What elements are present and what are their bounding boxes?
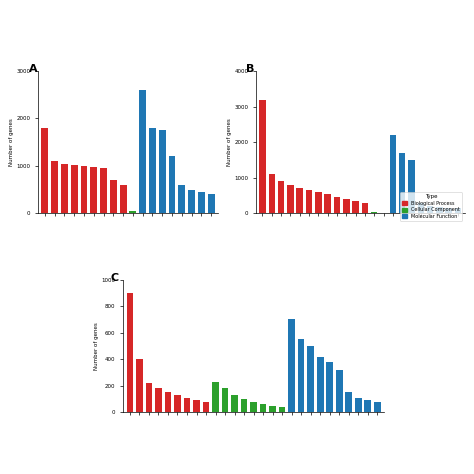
Bar <box>343 199 349 213</box>
Bar <box>208 194 215 213</box>
Bar <box>119 185 127 213</box>
Bar <box>317 356 324 412</box>
Bar <box>287 185 294 213</box>
Bar <box>127 293 133 412</box>
Bar <box>455 208 461 213</box>
Bar <box>149 128 156 213</box>
Bar <box>260 404 266 412</box>
Text: A: A <box>29 64 37 74</box>
Bar <box>390 135 396 213</box>
Bar <box>279 407 285 412</box>
Bar <box>259 100 266 213</box>
Bar <box>250 402 257 412</box>
Y-axis label: Number of genes: Number of genes <box>9 118 13 166</box>
Bar <box>71 165 78 213</box>
Bar <box>241 399 247 412</box>
Bar <box>315 192 321 213</box>
Bar <box>136 359 143 412</box>
Bar <box>139 90 146 213</box>
Bar <box>278 181 284 213</box>
Bar <box>81 166 87 213</box>
Bar <box>61 164 68 213</box>
Bar <box>346 392 352 412</box>
Bar <box>164 392 171 412</box>
Bar <box>222 389 228 412</box>
Bar <box>203 402 210 412</box>
Bar <box>336 370 343 412</box>
Bar <box>169 156 175 213</box>
Bar <box>296 188 303 213</box>
Bar <box>129 211 137 213</box>
Y-axis label: Number of genes: Number of genes <box>227 118 231 166</box>
Bar <box>288 319 295 412</box>
Bar <box>399 153 405 213</box>
Bar <box>436 207 443 213</box>
Legend: Biological Process, Cellular Component, Molecular Function: Biological Process, Cellular Component, … <box>400 192 462 221</box>
Bar <box>193 401 200 412</box>
Bar <box>212 382 219 412</box>
Bar <box>269 174 275 213</box>
Bar <box>159 130 166 213</box>
Bar <box>371 212 377 213</box>
Bar <box>110 180 117 213</box>
Bar <box>41 128 48 213</box>
Bar <box>334 197 340 213</box>
Bar <box>51 161 58 213</box>
Bar <box>231 395 238 412</box>
Bar <box>155 389 162 412</box>
Bar <box>306 190 312 213</box>
Bar <box>307 346 314 412</box>
Bar <box>198 192 205 213</box>
Bar <box>146 383 152 412</box>
Y-axis label: Number of genes: Number of genes <box>94 322 99 370</box>
Bar <box>188 190 195 213</box>
Bar <box>327 362 333 412</box>
Text: C: C <box>110 273 118 283</box>
Bar <box>100 168 107 213</box>
Bar <box>355 398 362 412</box>
Bar <box>352 201 359 213</box>
Bar <box>418 202 424 213</box>
Bar <box>269 406 276 412</box>
Bar <box>380 212 387 213</box>
Bar <box>178 185 185 213</box>
Bar <box>174 395 181 412</box>
Bar <box>362 202 368 213</box>
Bar <box>90 167 97 213</box>
Text: B: B <box>246 64 254 74</box>
Bar <box>408 160 415 213</box>
Bar <box>324 194 331 213</box>
Bar <box>446 208 452 213</box>
Bar <box>298 339 304 412</box>
Bar <box>427 206 433 213</box>
Bar <box>365 401 371 412</box>
Bar <box>374 402 381 412</box>
Bar <box>183 398 191 412</box>
